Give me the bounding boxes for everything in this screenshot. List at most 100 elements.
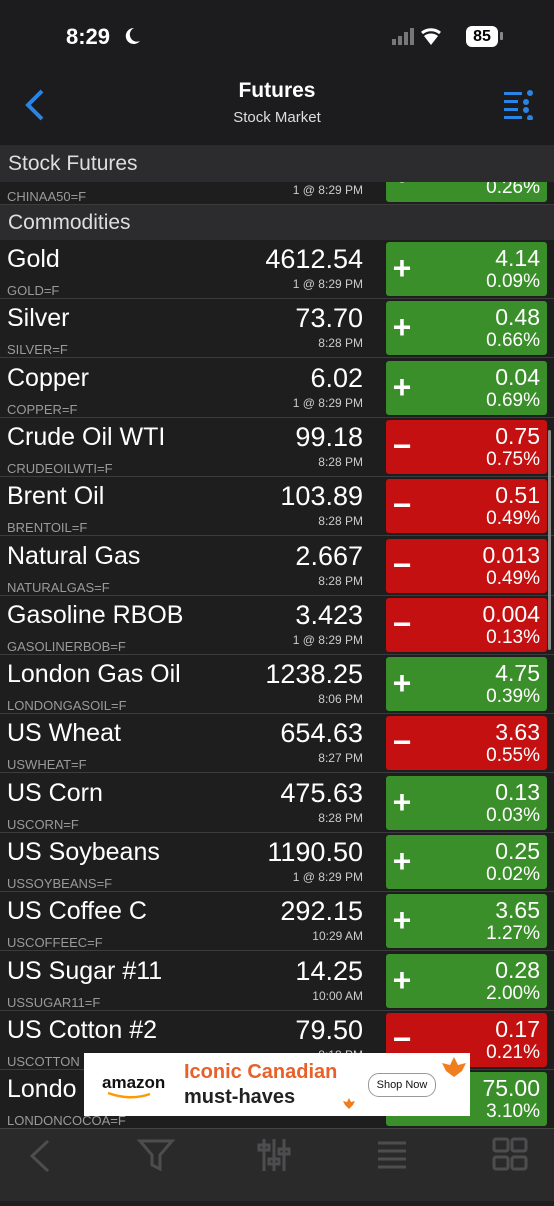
change-box: − 0.51 0.49% — [386, 479, 547, 534]
tab-bar — [0, 1128, 554, 1201]
section-header: Stock Futures — [0, 145, 554, 182]
ad-banner[interactable]: amazon Iconic Canadian must-haves Shop N… — [84, 1053, 470, 1116]
quote-row[interactable]: US Sugar #11 USSUGAR11=F 14.25 10:00 AM +0.2… — [0, 951, 554, 1011]
ad-button[interactable]: Shop Now — [368, 1073, 436, 1097]
symbol: LONDONCOCOA=F — [7, 1113, 126, 1128]
change-percent: 0.02% — [486, 864, 540, 885]
change-percent: 0.09% — [486, 271, 540, 292]
commodity-name: US Corn — [7, 778, 103, 807]
change-percent: 0.69% — [486, 389, 540, 411]
quote-row[interactable]: Copper COPPER=F 6.02 1 @ 8:29 PM +0.04 0.69% — [0, 358, 554, 418]
symbol: USSUGAR11=F — [7, 994, 101, 1010]
price: 79.50 — [295, 1014, 363, 1045]
quote-row[interactable]: Silver SILVER=F 73.70 8:28 PM +0.48 0.66% — [0, 299, 554, 359]
change-value: 0.13 — [495, 778, 540, 805]
quote-row[interactable]: Natural Gas NATURALGAS=F 2.667 8:28 PM − 0.01… — [0, 536, 554, 596]
quote-row[interactable]: US Soybeans USSOYBEANS=F 1190.50 1 @ 8:29 P… — [0, 833, 554, 892]
change-box: +0.28 2.00% — [386, 953, 547, 1008]
change-box: − 0.75 0.75% — [386, 419, 547, 474]
quote-row[interactable]: US Corn USCORN=F 475.63 8:28 PM +0.13 0.03% — [0, 773, 554, 833]
update-time: 1 @ 8:29 PM — [292, 632, 363, 647]
symbol: GOLD=F — [7, 283, 60, 298]
change-percent: 0.55% — [486, 745, 540, 767]
symbol: USCOFFEEC=F — [7, 935, 103, 951]
tab-filter[interactable] — [136, 1139, 176, 1172]
change-percent: 0.03% — [486, 804, 540, 826]
update-time: 1 @ 8:29 PM — [292, 870, 363, 884]
change-sign: + — [392, 368, 412, 405]
symbol: SILVER=F — [7, 342, 68, 358]
change-percent: 0.39% — [486, 686, 540, 708]
change-box: − 0.004 0.13% — [386, 597, 547, 652]
ad-smile — [107, 1091, 151, 1099]
update-time: 1 @ 8:29 PM — [292, 183, 363, 197]
symbol: USWHEAT=F — [7, 757, 87, 773]
change-sign: − — [392, 1020, 412, 1057]
change-box: − 3.63 0.55% — [386, 716, 547, 771]
update-time: 8:28 PM — [318, 336, 363, 351]
change-percent: 2.00% — [486, 982, 540, 1004]
ad-leaf — [343, 1098, 355, 1109]
symbol: CHINAA50=F — [7, 189, 87, 204]
change-box: +4.75 0.39% — [386, 657, 547, 712]
title: Futures — [238, 79, 316, 102]
change-sign: + — [392, 182, 412, 193]
commodity-name: Londo — [7, 1075, 77, 1104]
ad-brand: amazon — [102, 1073, 166, 1092]
price: 6.02 — [310, 362, 363, 393]
symbol: CRUDEOILWTI=F — [7, 460, 113, 476]
battery-tip — [500, 32, 503, 40]
change-value: 0.28 — [495, 956, 540, 983]
commodity-name: Copper — [7, 363, 89, 392]
update-time: 10:00 AM — [312, 988, 363, 1003]
commodity-name: Gasoline RBOB — [7, 600, 184, 629]
quote-row[interactable]: Crude Oil WTI CRUDEOILWTI=F 99.18 8:28 PM − 0… — [0, 417, 554, 477]
change-box: +0.48 0.66% — [386, 301, 547, 356]
commodity-name: Silver — [7, 304, 70, 333]
tab-list[interactable] — [378, 1141, 406, 1169]
change-value: 0.17 — [495, 1015, 540, 1042]
update-time: 10:29 AM — [312, 929, 363, 944]
change-value: 0.25 — [495, 838, 540, 864]
change-value: 0.75 — [495, 422, 540, 449]
quote-row[interactable]: Gasoline RBOB GASOLINERBOB=F 3.423 1 @ 8:29… — [0, 595, 554, 655]
menu-button[interactable] — [504, 90, 536, 120]
change-percent: 0.26% — [486, 182, 540, 198]
quote-row[interactable]: US Coffee C USCOFFEEC=F 292.15 10:29 AM +3.6… — [0, 892, 554, 952]
change-value: 0.48 — [495, 304, 540, 331]
symbol: NATURALGAS=F — [7, 579, 110, 595]
top-bar: 8:29 85 Futures Stock Market — [0, 0, 554, 145]
symbol: GASOLINERBOB=F — [7, 638, 126, 654]
change-box: +0.13 0.03% — [386, 775, 547, 830]
quote-row[interactable]: Brent Oil BRENTOIL=F 103.89 8:28 PM − 0.51 0.4… — [0, 477, 554, 537]
commodity-name: US Sugar #11 — [7, 956, 163, 985]
commodity-name: US Wheat — [7, 719, 121, 748]
change-value: 4.75 — [495, 660, 540, 687]
ad-line: must-haves — [184, 1086, 296, 1108]
ad-line: Iconic Canadian — [184, 1061, 338, 1083]
update-time: 8:28 PM — [318, 810, 363, 825]
tab-back[interactable] — [29, 1139, 50, 1173]
change-sign: − — [392, 427, 412, 464]
quote-row[interactable]: Gold GOLD=F 4612.54 1 @ 8:29 PM +4.14 0.09% — [0, 240, 554, 299]
symbol: USCOTTON — [7, 1053, 80, 1069]
change-sign: + — [392, 250, 412, 286]
quote-row[interactable]: US Wheat USWHEAT=F 654.63 8:27 PM − 3.63 0.55% — [0, 714, 554, 774]
change-value: 0.04 — [495, 363, 540, 390]
tab-settings[interactable] — [257, 1139, 291, 1171]
price: 1190.50 — [267, 837, 363, 867]
clock: 8:29 — [66, 24, 111, 49]
change-sign: + — [392, 783, 412, 820]
change-box: +3.65 1.27% — [386, 894, 547, 949]
change-sign: + — [392, 843, 412, 879]
tab-grid[interactable] — [492, 1137, 528, 1171]
change-box: − 0.013 0.49% — [386, 538, 547, 593]
back-button[interactable] — [22, 88, 48, 122]
quote-row[interactable]: London Gas Oil LONDONGASOIL=F 1238.25 8:06 … — [0, 655, 554, 715]
price: 2.667 — [295, 540, 363, 571]
commodity-name: US Coffee C — [7, 897, 147, 926]
quote-row[interactable]: CHINAA50=F 1 @ 8:29 PM +0.26% — [0, 182, 554, 205]
change-sign: − — [392, 487, 412, 524]
